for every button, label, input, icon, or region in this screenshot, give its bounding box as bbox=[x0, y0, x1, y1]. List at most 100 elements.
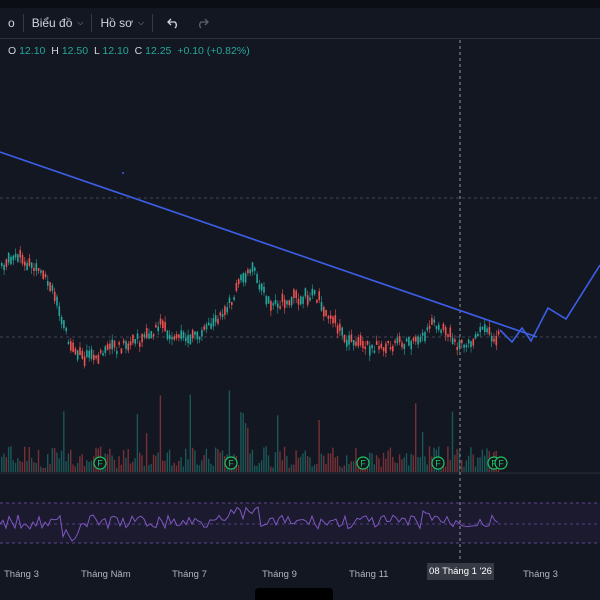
chevron-down-icon: ⌵ bbox=[138, 18, 145, 27]
volume-bar bbox=[387, 450, 389, 472]
candle-body bbox=[343, 334, 346, 343]
chart-menu-button[interactable]: Biểu đồ ⌵ bbox=[24, 8, 92, 38]
volume-bar bbox=[51, 448, 53, 472]
volume-bar bbox=[194, 450, 196, 472]
candle-body bbox=[385, 343, 387, 354]
candle-body bbox=[219, 312, 222, 316]
volume-bar bbox=[300, 456, 302, 472]
candle-body bbox=[208, 322, 210, 326]
profile-menu-button[interactable]: Hồ sơ ⌵ bbox=[92, 8, 152, 38]
candle-body bbox=[394, 340, 396, 344]
volume-bar bbox=[182, 466, 185, 472]
volume-bar bbox=[309, 457, 311, 472]
candle-body bbox=[10, 256, 12, 265]
volume-bar bbox=[277, 415, 279, 472]
projection-path-drawing[interactable] bbox=[499, 264, 600, 344]
candle-body bbox=[182, 331, 185, 339]
candle-body bbox=[403, 344, 406, 349]
volume-bar bbox=[86, 460, 88, 472]
volume-bar bbox=[497, 466, 500, 472]
volume-bar bbox=[249, 453, 251, 472]
candle-body bbox=[187, 335, 189, 344]
volume-bar bbox=[320, 453, 323, 472]
redo-button[interactable] bbox=[188, 8, 217, 38]
candle-body bbox=[484, 324, 486, 333]
close-label: C bbox=[134, 45, 143, 57]
candle-body bbox=[40, 270, 42, 273]
volume-bar bbox=[470, 447, 472, 472]
candle-body bbox=[14, 253, 17, 258]
volume-bar bbox=[180, 456, 182, 472]
candle-body bbox=[470, 341, 472, 348]
volume-bar bbox=[380, 466, 382, 472]
volume-bar bbox=[339, 466, 341, 472]
candle-body bbox=[316, 299, 318, 303]
event-marker-circle[interactable] bbox=[431, 456, 445, 470]
volume-bar bbox=[210, 463, 212, 472]
event-marker-circle[interactable] bbox=[224, 456, 238, 470]
event-marker-circle[interactable] bbox=[356, 456, 370, 470]
volume-bar bbox=[286, 456, 288, 472]
candle-body bbox=[42, 270, 44, 279]
candle-body bbox=[134, 339, 136, 344]
candle-body bbox=[173, 336, 176, 340]
candle-body bbox=[339, 323, 341, 331]
event-marker-circle[interactable] bbox=[494, 456, 508, 470]
candle-body bbox=[49, 282, 51, 292]
volume-bar bbox=[346, 455, 348, 472]
volume-bar bbox=[295, 450, 297, 472]
undo-icon bbox=[167, 18, 178, 28]
candle-body bbox=[474, 334, 477, 339]
candle-body bbox=[444, 327, 447, 336]
volume-bar bbox=[327, 453, 329, 472]
volume-bar bbox=[157, 452, 159, 472]
candle-body bbox=[256, 274, 258, 284]
volume-bar bbox=[111, 455, 113, 472]
toolbar-item-label: o bbox=[8, 16, 15, 30]
volume-bar bbox=[5, 457, 7, 472]
candle-body bbox=[378, 345, 380, 350]
volume-bar bbox=[458, 451, 461, 472]
volume-bar bbox=[281, 460, 283, 472]
candle-body bbox=[373, 350, 376, 353]
candle-body bbox=[150, 330, 153, 339]
volume-bar bbox=[426, 464, 428, 472]
undo-button[interactable] bbox=[153, 8, 188, 38]
volume-bar bbox=[288, 467, 290, 472]
volume-bar bbox=[396, 463, 398, 472]
volume-bar bbox=[444, 466, 447, 472]
volume-bar bbox=[481, 449, 484, 472]
volume-bar bbox=[421, 431, 424, 472]
volume-bar bbox=[214, 447, 217, 472]
candle-body bbox=[401, 342, 403, 348]
volume-bar bbox=[212, 465, 214, 472]
volume-bar bbox=[83, 466, 86, 472]
volume-bar bbox=[293, 464, 295, 472]
candle-body bbox=[56, 296, 58, 306]
candle-body bbox=[118, 342, 120, 345]
volume-bar bbox=[240, 412, 242, 472]
candle-body bbox=[493, 338, 495, 342]
volume-bar bbox=[14, 462, 17, 472]
volume-bar bbox=[21, 462, 24, 472]
candle-body bbox=[364, 346, 366, 350]
candle-body bbox=[389, 347, 392, 350]
volume-bar bbox=[198, 465, 201, 472]
candle-body bbox=[421, 332, 424, 336]
x-axis-label: Tháng Năm bbox=[81, 569, 131, 580]
candle-body bbox=[51, 285, 54, 291]
candle-body bbox=[162, 320, 164, 328]
volume-bar bbox=[42, 467, 44, 472]
toolbar-item-partial[interactable]: o bbox=[0, 8, 23, 38]
candle-body bbox=[148, 333, 150, 339]
candle-body bbox=[120, 348, 123, 354]
event-marker-circle[interactable] bbox=[93, 456, 107, 470]
ohlc-legend: O 12.10 H 12.50 L 12.10 C 12.25 +0.10 (+… bbox=[8, 45, 253, 57]
volume-bar bbox=[378, 458, 380, 472]
candle-body bbox=[231, 301, 233, 305]
candle-body bbox=[221, 313, 224, 317]
volume-bar bbox=[348, 463, 350, 472]
bottom-panel-tab[interactable] bbox=[255, 588, 333, 600]
trendline-drawing[interactable] bbox=[0, 151, 538, 338]
